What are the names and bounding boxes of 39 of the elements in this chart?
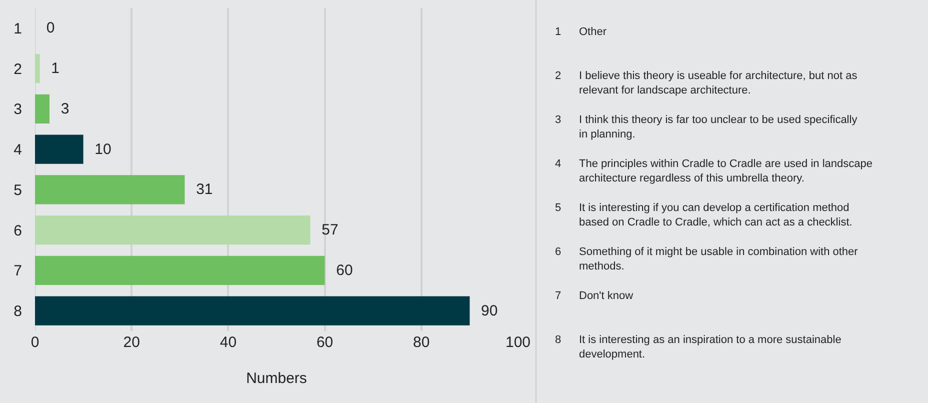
text: Something of it might be usable in combination with other methods.: [579, 246, 858, 272]
y-tick-label: 4: [14, 142, 22, 159]
data-label: 90: [472, 302, 498, 320]
category-label: 5: [555, 202, 562, 214]
text: Other: [579, 26, 607, 38]
data-label: 10: [86, 140, 112, 158]
data-label: 60: [328, 262, 353, 279]
data-label: 1: [42, 60, 60, 78]
text: I think this theory is far too unclear to be used specifically in planning.: [579, 114, 858, 140]
text: I believe this theory is useable for architecture, but not as relevant for landscape architecture.: [579, 70, 858, 96]
text: It is interesting as an inspiration to a more sustainable development.: [579, 334, 842, 360]
text: It is interesting if you can develop a certification method based on Cradle to Cradle, which can act as a checklist.: [579, 202, 852, 228]
y-tick-label: 8: [14, 303, 22, 320]
data-label: 3: [52, 100, 70, 118]
x-tick-label: 0: [30, 334, 40, 351]
category-label: 7: [555, 290, 562, 302]
data-label: 57: [313, 222, 338, 239]
x-tick-label: 60: [316, 334, 334, 351]
category-label: 1: [555, 26, 562, 38]
category-label: 6: [555, 246, 562, 258]
data-label: 31: [188, 181, 213, 198]
text: The principles within Cradle to Cradle are used in landscape architecture regardless of this umbrella theory.: [579, 158, 872, 184]
category-label: 4: [555, 158, 562, 170]
y-tick-label: 7: [14, 262, 22, 280]
y-tick-label: 3: [14, 101, 22, 118]
y-tick-label: 2: [14, 60, 22, 78]
category-label: 8: [555, 334, 562, 346]
data-label: 0: [38, 20, 55, 37]
y-tick-label: 1: [14, 20, 22, 38]
text: Don't know: [579, 290, 634, 302]
category-label: 3: [555, 114, 562, 126]
x-tick-label: 40: [220, 334, 237, 351]
x-tick-label: 80: [413, 334, 430, 351]
x-axis-title: Numbers: [246, 370, 307, 387]
y-tick-label: 6: [14, 222, 22, 240]
x-tick-label: 100: [505, 334, 531, 351]
x-tick-label: 20: [123, 334, 140, 351]
category-label: 2: [555, 70, 562, 82]
y-tick-label: 5: [14, 182, 22, 199]
